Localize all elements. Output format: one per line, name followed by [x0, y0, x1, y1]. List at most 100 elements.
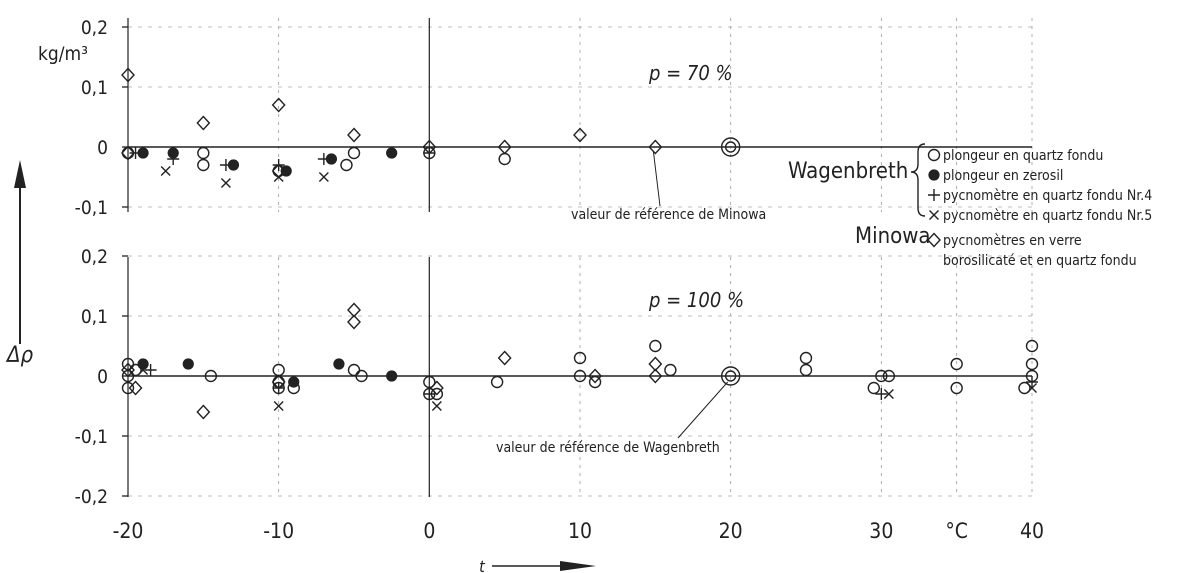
legend: Wagenbreth Minowa plongeur en quartz fon… [788, 143, 1152, 269]
bottom-ytick-label-2: 0 [97, 366, 108, 388]
legend-label-open-circle: plongeur en quartz fondu [943, 148, 1103, 164]
legend-label-cross: pycnomètre en quartz fondu Nr.5 [943, 208, 1152, 224]
top-point-s0-5 [347, 146, 361, 160]
bottom-point-s0-2 [121, 381, 135, 395]
top-ytick-label-3: -0,1 [75, 197, 108, 219]
top-ytick-label-1: 0,1 [81, 77, 108, 99]
bottom-point-s1-2 [288, 376, 300, 388]
bottom-point-s4-3 [271, 374, 286, 390]
top-ytick-label-0: 0,2 [81, 17, 108, 39]
y-arrow-head [14, 160, 26, 188]
bottom-point-s3-3 [883, 389, 894, 399]
legend-label-diamond-line2: borosilicaté et en quartz fondu [943, 253, 1137, 269]
bottom-point-s0-14 [490, 375, 504, 389]
bottom-point-s4-0 [121, 362, 135, 378]
bottom-point-s2-0 [144, 364, 157, 376]
bottom-point-s0-17 [588, 375, 602, 389]
legend-symbol-cross [929, 210, 939, 220]
bottom-point-s1-3 [333, 358, 345, 370]
bottom-point-s4-5 [347, 314, 361, 330]
bottom-point-s0-9 [347, 363, 361, 377]
top-point-s4-8 [573, 127, 587, 143]
bottom-point-s4-10 [648, 368, 663, 384]
pointer-wagenbreth [677, 381, 729, 439]
legend-symbol-open-circle [927, 148, 941, 162]
bottom-point-s0-11 [423, 375, 436, 389]
bottom-point-s3-1 [273, 401, 284, 411]
bottom-point-s4-8 [588, 368, 603, 384]
bottom-point-s0-29 [1025, 357, 1039, 371]
bottom-point-s0-25 [950, 357, 963, 371]
bottom-point-s0-0 [121, 357, 135, 371]
top-point-s0-2 [197, 158, 210, 172]
grid-layer [128, 18, 1033, 497]
top-point-s1-5 [386, 147, 398, 159]
top-point-s2-4 [317, 153, 330, 165]
bottom-point-s0-3 [129, 363, 142, 377]
x-tick-label-0: -20 [113, 519, 144, 543]
top-point-s2-1 [167, 153, 180, 165]
top-point-s1-3 [280, 165, 292, 177]
legend-group-minowa: Minowa [855, 224, 931, 249]
y-axis-label: Δρ [5, 343, 34, 368]
bottom-point-s0-4 [204, 369, 218, 383]
y-axis-unit: kg/m³ [38, 43, 88, 65]
top-point-s0-7 [498, 152, 511, 166]
bottom-point-s3-2 [431, 401, 442, 411]
bottom-point-s0-23 [875, 369, 888, 383]
legend-brace [910, 143, 926, 217]
bottom-point-s1-1 [182, 358, 194, 370]
legend-symbol-diamond [927, 232, 941, 248]
legend-group-wagenbreth: Wagenbreth [788, 159, 908, 184]
bottom-point-s2-3 [875, 388, 888, 400]
x-tick-label-1: -10 [263, 519, 294, 543]
x-tick-label-7: 40 [1020, 519, 1044, 543]
legend-symbol-plus [928, 189, 940, 201]
bottom-reference-inner [724, 370, 737, 382]
top-point-s4-2 [196, 115, 211, 131]
bottom-point-s0-20 [799, 351, 813, 365]
bottom-point-s0-1 [121, 369, 135, 383]
bottom-point-s4-7 [497, 350, 512, 366]
top-point-s4-9 [648, 139, 663, 155]
bottom-reference-outer [720, 366, 741, 386]
top-point-s3-0 [160, 166, 171, 176]
bottom-ytick-label-1: 0,1 [81, 306, 108, 328]
legend-label-plus: pycnomètre en quartz fondu Nr.4 [943, 188, 1152, 204]
top-point-s4-6 [422, 139, 437, 155]
bottom-point-s3-4 [1027, 383, 1037, 393]
bottom-point-s4-2 [196, 404, 211, 420]
top-point-s3-1 [220, 178, 231, 188]
bottom-point-s4-6 [429, 380, 444, 396]
bottom-ytick-label-4: -0,2 [75, 486, 108, 508]
legend-label-diamond-line1: pycnomètres en verre [943, 233, 1082, 249]
top-point-s4-7 [497, 139, 512, 155]
bottom-point-s0-15 [573, 351, 587, 365]
panel-bottom-title: p = 100 % [648, 288, 744, 312]
bottom-point-s0-28 [1025, 339, 1039, 353]
top-ytick-label-2: 0 [97, 137, 108, 159]
x-tick-label-2: 0 [423, 519, 435, 543]
top-reference-inner [724, 141, 737, 153]
bottom-ytick-label-3: -0,1 [75, 426, 108, 448]
legend-symbol-filled-circle [928, 169, 940, 181]
axis-layer: 0,2 0,1 0 -0,1 0,2 0,1 0 -0,1 -0,2-20 -10 0 10 20 30 °… [14, 17, 1044, 571]
bottom-point-s1-4 [386, 370, 398, 382]
bottom-point-s1-0 [137, 358, 149, 370]
top-point-s0-1 [197, 146, 210, 160]
top-point-s4-4 [271, 163, 286, 179]
pointer-minowa [652, 150, 661, 207]
top-reference-outer [720, 137, 741, 157]
x-tick-label-4: 20 [719, 519, 743, 543]
annotation-wagenbreth: valeur de référence de Wagenbreth [496, 440, 720, 456]
top-point-s2-0 [129, 147, 142, 159]
bottom-point-s2-2 [423, 388, 436, 400]
top-point-s4-5 [347, 127, 361, 143]
bottom-point-s0-10 [355, 369, 368, 383]
bottom-point-s0-16 [573, 369, 587, 383]
bottom-point-s0-26 [950, 381, 963, 395]
bottom-point-s0-27 [1018, 381, 1031, 395]
annotation-minowa: valeur de référence de Minowa [571, 207, 766, 223]
top-point-s4-1 [121, 145, 135, 161]
